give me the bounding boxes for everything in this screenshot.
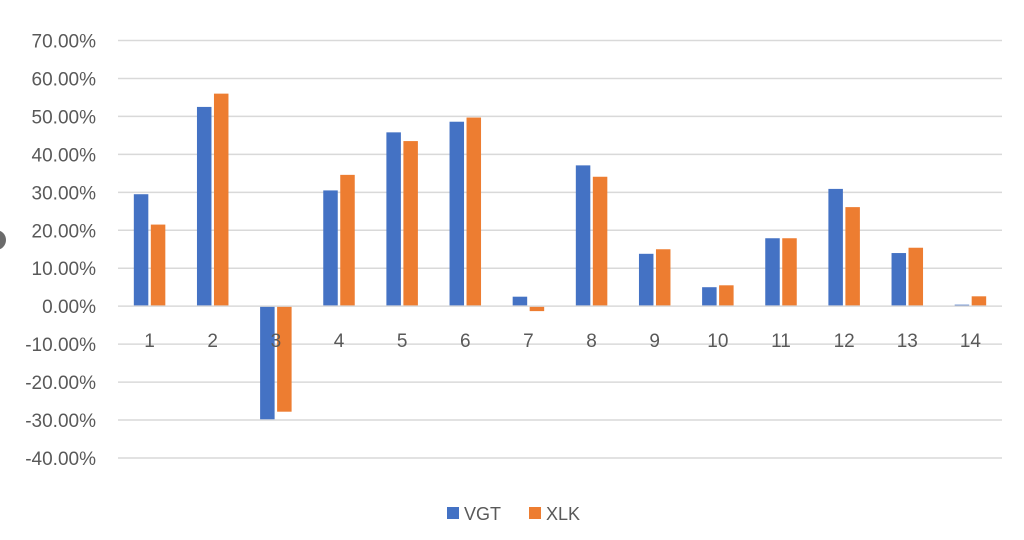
y-tick-label: 10.00% [32,259,97,280]
x-tick-label: 10 [707,331,728,352]
legend-swatch-xlk [529,507,541,519]
bar-xlk-8 [592,176,608,307]
bar-xlk-5 [403,141,418,307]
x-tick-label: 7 [523,331,534,352]
bar-xlk-11 [782,238,797,307]
bar-xlk-3 [277,306,292,412]
bar-vgt-9 [638,253,654,307]
bar-vgt-6 [449,121,465,307]
x-tick-label: 11 [771,331,791,352]
bar-vgt-7 [512,296,528,307]
bar-vgt-12 [828,188,843,307]
y-tick-label: -10.00% [25,335,96,356]
bar-vgt-3 [260,306,275,420]
x-tick-label: 1 [144,331,155,352]
bar-xlk-1 [150,224,166,307]
legend-label-xlk: XLK [546,504,580,524]
y-tick-label: 0.00% [42,297,96,318]
y-tick-label: 30.00% [32,183,97,204]
x-tick-label: 5 [397,331,408,352]
y-tick-label: 50.00% [32,107,97,128]
gridlines [118,39,1002,459]
y-tick-label: 70.00% [32,32,97,53]
bar-xlk-2 [213,93,229,307]
bar-vgt-11 [765,238,780,307]
y-tick-label: -30.00% [25,411,96,432]
bar-vgt-8 [575,165,591,307]
bar-vgt-13 [891,253,907,307]
bar-vgt-1 [133,194,149,307]
bar-xlk-13 [908,247,924,307]
x-tick-label: 13 [897,331,918,352]
x-tick-label: 9 [649,331,660,352]
x-tick-label: 3 [271,331,282,352]
x-tick-label: 14 [960,331,982,352]
legend-swatch-vgt [447,507,459,519]
bar-xlk-10 [719,285,734,307]
side-indicator-dot [0,230,6,250]
bar-vgt-5 [386,132,401,307]
x-tick-label: 12 [834,331,855,352]
bar-vgt-14 [954,304,970,307]
bar-vgt-4 [323,190,338,307]
y-tick-label: -20.00% [25,373,96,394]
bars [133,93,987,420]
bar-xlk-12 [845,207,860,307]
bar-xlk-14 [971,296,987,307]
y-tick-label: 20.00% [32,221,97,242]
bar-xlk-6 [466,117,482,307]
legend: VGT XLK [447,504,580,524]
x-tick-label: 4 [334,331,345,352]
x-axis-ticks: 1 2 3 4 5 6 7 8 9 10 11 12 13 14 [144,331,981,352]
y-tick-label: -40.00% [25,449,96,470]
bar-vgt-2 [196,106,212,307]
bar-xlk-9 [655,249,671,307]
x-tick-label: 8 [586,331,597,352]
bar-vgt-10 [702,287,717,307]
legend-label-vgt: VGT [464,504,501,524]
y-tick-label: 60.00% [32,69,97,90]
bar-xlk-4 [340,174,355,307]
bar-xlk-7 [529,306,545,312]
x-tick-label: 6 [460,331,471,352]
y-axis-ticks: 70.00% 60.00% 50.00% 40.00% 30.00% 20.00% 10.0… [25,32,96,471]
y-tick-label: 40.00% [32,145,97,166]
x-tick-label: 2 [207,331,218,352]
